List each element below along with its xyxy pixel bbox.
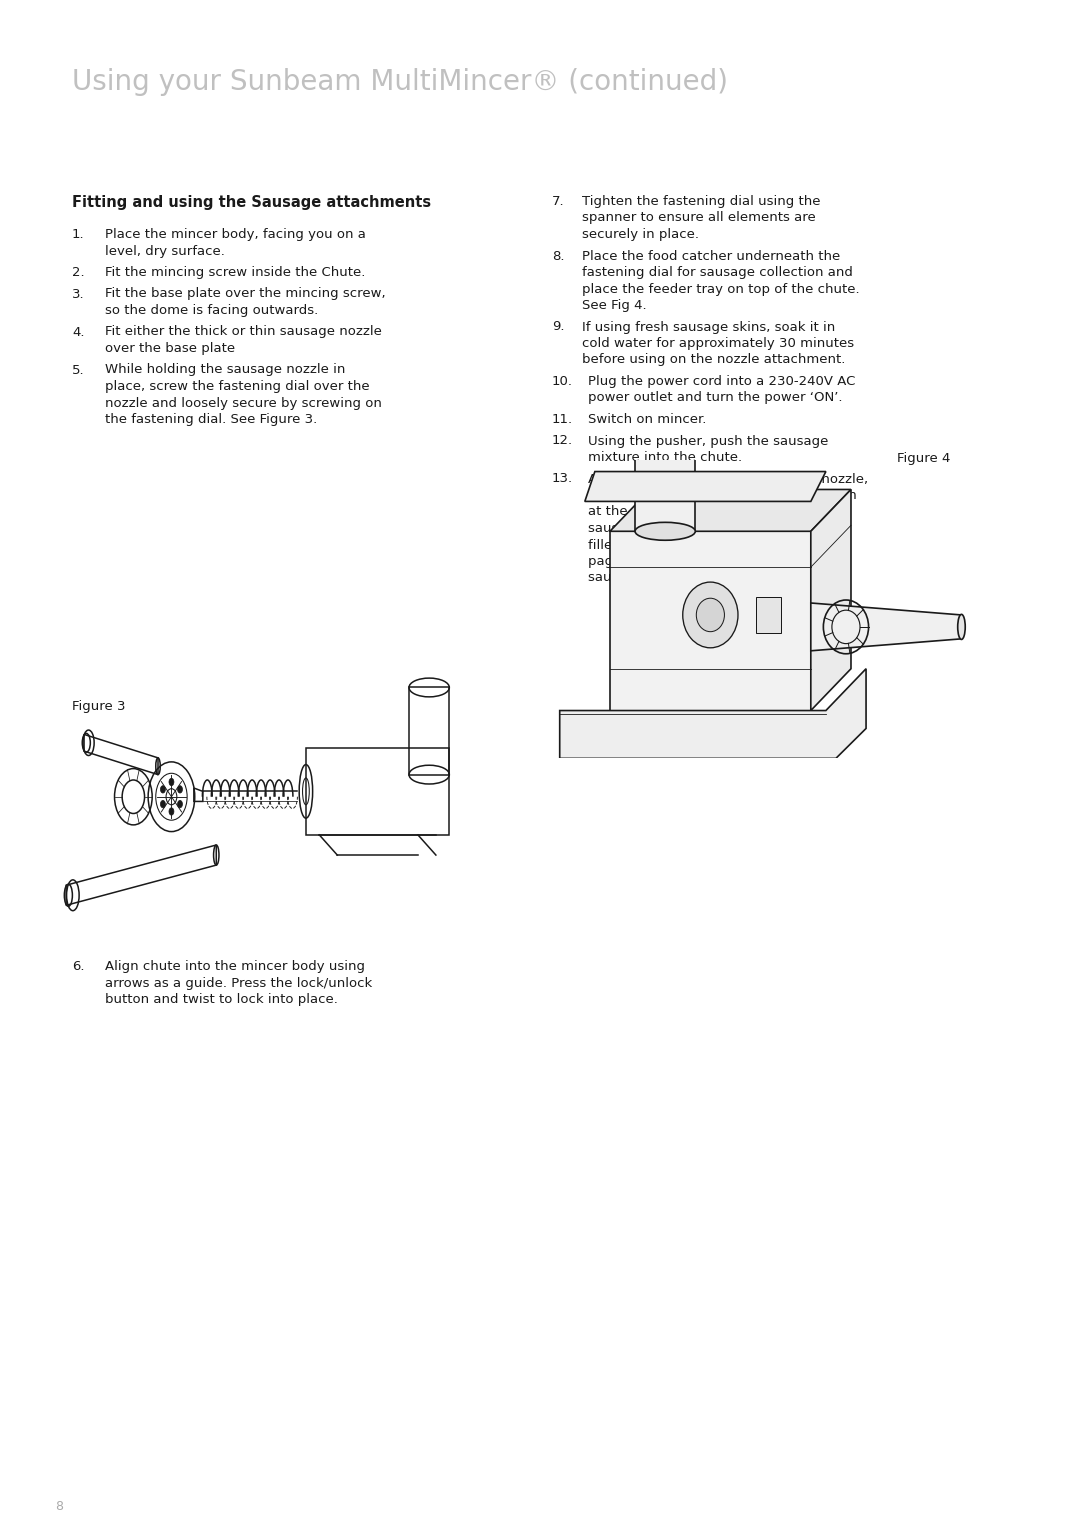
- Text: Using the pusher, push the sausage: Using the pusher, push the sausage: [588, 435, 828, 447]
- Circle shape: [161, 786, 165, 794]
- Text: Plug the power cord into a 230-240V AC: Plug the power cord into a 230-240V AC: [588, 375, 855, 388]
- Text: 7.: 7.: [552, 195, 565, 208]
- Text: place, screw the fastening dial over the: place, screw the fastening dial over the: [105, 380, 369, 394]
- Text: securely in place.: securely in place.: [582, 228, 699, 241]
- Polygon shape: [811, 490, 851, 711]
- Text: Fit either the thick or thin sausage nozzle: Fit either the thick or thin sausage noz…: [105, 325, 382, 339]
- Text: 8.: 8.: [552, 250, 565, 262]
- Text: See Fig 4.: See Fig 4.: [582, 299, 647, 313]
- Text: Place the food catcher underneath the: Place the food catcher underneath the: [582, 250, 840, 262]
- Text: nozzle and loosely secure by screwing on: nozzle and loosely secure by screwing on: [105, 397, 382, 409]
- Text: 13.: 13.: [552, 472, 573, 486]
- Text: mixture into the chute.: mixture into the chute.: [588, 450, 742, 464]
- Text: cold water for approximately 30 minutes: cold water for approximately 30 minutes: [582, 337, 854, 349]
- Polygon shape: [585, 472, 826, 501]
- Text: page 12 for further information on: page 12 for further information on: [588, 555, 818, 568]
- Text: 6.: 6.: [72, 961, 84, 973]
- Text: 4.: 4.: [72, 325, 84, 339]
- Text: 3.: 3.: [72, 288, 84, 300]
- Text: 11.: 11.: [552, 414, 573, 426]
- Text: at the desired length to form individual: at the desired length to form individual: [588, 506, 850, 518]
- Text: ease the skin off as it fills. Twist the skin: ease the skin off as it fills. Twist the…: [588, 489, 856, 502]
- Circle shape: [177, 800, 183, 807]
- Text: Figure 4: Figure 4: [896, 452, 950, 466]
- Text: filled. See tips on sausage making on: filled. See tips on sausage making on: [588, 539, 838, 552]
- Ellipse shape: [635, 437, 696, 458]
- Text: 1.: 1.: [72, 228, 84, 241]
- Circle shape: [168, 778, 174, 786]
- Circle shape: [177, 786, 183, 794]
- Polygon shape: [559, 668, 866, 758]
- Text: Place the mincer body, facing you on a: Place the mincer body, facing you on a: [105, 228, 366, 241]
- Text: Figure 3: Figure 3: [72, 700, 125, 712]
- Text: Fit the mincing screw inside the Chute.: Fit the mincing screw inside the Chute.: [105, 267, 365, 279]
- Text: so the dome is facing outwards.: so the dome is facing outwards.: [105, 303, 319, 317]
- Ellipse shape: [958, 614, 966, 639]
- Text: button and twist to lock into place.: button and twist to lock into place.: [105, 993, 338, 1007]
- Text: the fastening dial. See Figure 3.: the fastening dial. See Figure 3.: [105, 414, 318, 426]
- Polygon shape: [635, 447, 696, 532]
- Text: As the mixture comes through the nozzle,: As the mixture comes through the nozzle,: [588, 472, 868, 486]
- Circle shape: [168, 807, 174, 815]
- Text: While holding the sausage nozzle in: While holding the sausage nozzle in: [105, 363, 346, 377]
- Text: Fitting and using the Sausage attachments: Fitting and using the Sausage attachment…: [72, 195, 431, 210]
- Circle shape: [161, 800, 165, 807]
- Polygon shape: [756, 597, 781, 633]
- Polygon shape: [610, 490, 851, 532]
- Text: spanner to ensure all elements are: spanner to ensure all elements are: [582, 211, 815, 225]
- Polygon shape: [811, 604, 961, 651]
- Text: 12.: 12.: [552, 435, 573, 447]
- Text: power outlet and turn the power ‘ON’.: power outlet and turn the power ‘ON’.: [588, 392, 842, 404]
- Text: over the base plate: over the base plate: [105, 342, 235, 355]
- Text: Switch on mincer.: Switch on mincer.: [588, 414, 706, 426]
- Circle shape: [697, 597, 725, 631]
- Polygon shape: [610, 532, 811, 711]
- Text: Align chute into the mincer body using: Align chute into the mincer body using: [105, 961, 365, 973]
- Text: arrows as a guide. Press the lock/unlock: arrows as a guide. Press the lock/unlock: [105, 976, 373, 990]
- Text: 10.: 10.: [552, 375, 573, 388]
- Text: Tighten the fastening dial using the: Tighten the fastening dial using the: [582, 195, 821, 208]
- Text: before using on the nozzle attachment.: before using on the nozzle attachment.: [582, 354, 846, 366]
- Circle shape: [683, 582, 738, 648]
- Text: 8: 8: [55, 1500, 63, 1514]
- Ellipse shape: [635, 522, 696, 541]
- Text: 9.: 9.: [552, 320, 565, 334]
- Text: 2.: 2.: [72, 267, 84, 279]
- Text: 5.: 5.: [72, 363, 84, 377]
- Text: fastening dial for sausage collection and: fastening dial for sausage collection an…: [582, 267, 853, 279]
- Text: Using your Sunbeam MultiMincer® (continued): Using your Sunbeam MultiMincer® (continu…: [72, 67, 728, 97]
- Text: If using fresh sausage skins, soak it in: If using fresh sausage skins, soak it in: [582, 320, 835, 334]
- Text: level, dry surface.: level, dry surface.: [105, 245, 225, 257]
- Text: Fit the base plate over the mincing screw,: Fit the base plate over the mincing scre…: [105, 288, 386, 300]
- Text: sausages once all of the casings are: sausages once all of the casings are: [588, 522, 831, 535]
- Text: place the feeder tray on top of the chute.: place the feeder tray on top of the chut…: [582, 282, 860, 296]
- Text: sausage making.: sausage making.: [588, 571, 701, 585]
